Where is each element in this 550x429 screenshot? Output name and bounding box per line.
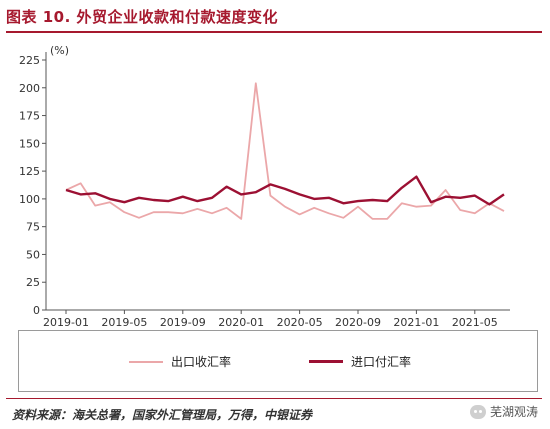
legend-item-export: 出口收汇率 xyxy=(129,353,231,370)
legend-label-import: 进口付汇率 xyxy=(351,355,412,369)
legend: 出口收汇率 进口付汇率 xyxy=(18,330,538,392)
x-tick-label: 2021-01 xyxy=(393,316,439,329)
y-tick-label: 200 xyxy=(19,82,40,95)
x-tick-label: 2019-05 xyxy=(101,316,147,329)
y-tick-label: 25 xyxy=(26,276,40,289)
legend-swatch-import xyxy=(309,360,343,363)
y-tick-label: 0 xyxy=(33,304,40,317)
y-tick-label: 225 xyxy=(19,54,40,67)
x-tick-label: 2020-09 xyxy=(335,316,381,329)
watermark: 芜湖观涛 xyxy=(469,403,538,420)
legend-label-export: 出口收汇率 xyxy=(171,355,232,369)
x-tick-label: 2019-09 xyxy=(160,316,206,329)
y-tick-label: 175 xyxy=(19,110,40,123)
y-tick-label: 75 xyxy=(26,221,40,234)
legend-item-import: 进口付汇率 xyxy=(309,353,411,370)
title-divider xyxy=(6,31,542,33)
watermark-text: 芜湖观涛 xyxy=(489,405,538,419)
x-tick-label: 2020-01 xyxy=(218,316,264,329)
y-axis-unit: (%) xyxy=(50,44,69,57)
series-line-export xyxy=(65,82,505,220)
y-tick-label: 150 xyxy=(19,137,40,150)
source-divider xyxy=(6,398,542,399)
y-tick-label: 100 xyxy=(19,193,40,206)
series-line-import xyxy=(65,175,505,206)
y-tick-label: 125 xyxy=(19,165,40,178)
wechat-icon xyxy=(469,404,486,419)
x-tick-label: 2021-05 xyxy=(452,316,498,329)
source-note: 资料来源：海关总署，国家外汇管理局，万得，中银证券 xyxy=(12,408,313,422)
x-tick-label: 2019-01 xyxy=(43,316,89,329)
legend-swatch-export xyxy=(129,360,163,363)
x-tick-label: 2020-05 xyxy=(277,316,323,329)
line-chart: (%) 0 25 50 75 100 125 150 175 200 225 2019-01 2019-… xyxy=(19,44,510,329)
y-tick-label: 50 xyxy=(26,248,40,261)
chart-title: 图表 10. 外贸企业收款和付款速度变化 xyxy=(6,8,279,26)
